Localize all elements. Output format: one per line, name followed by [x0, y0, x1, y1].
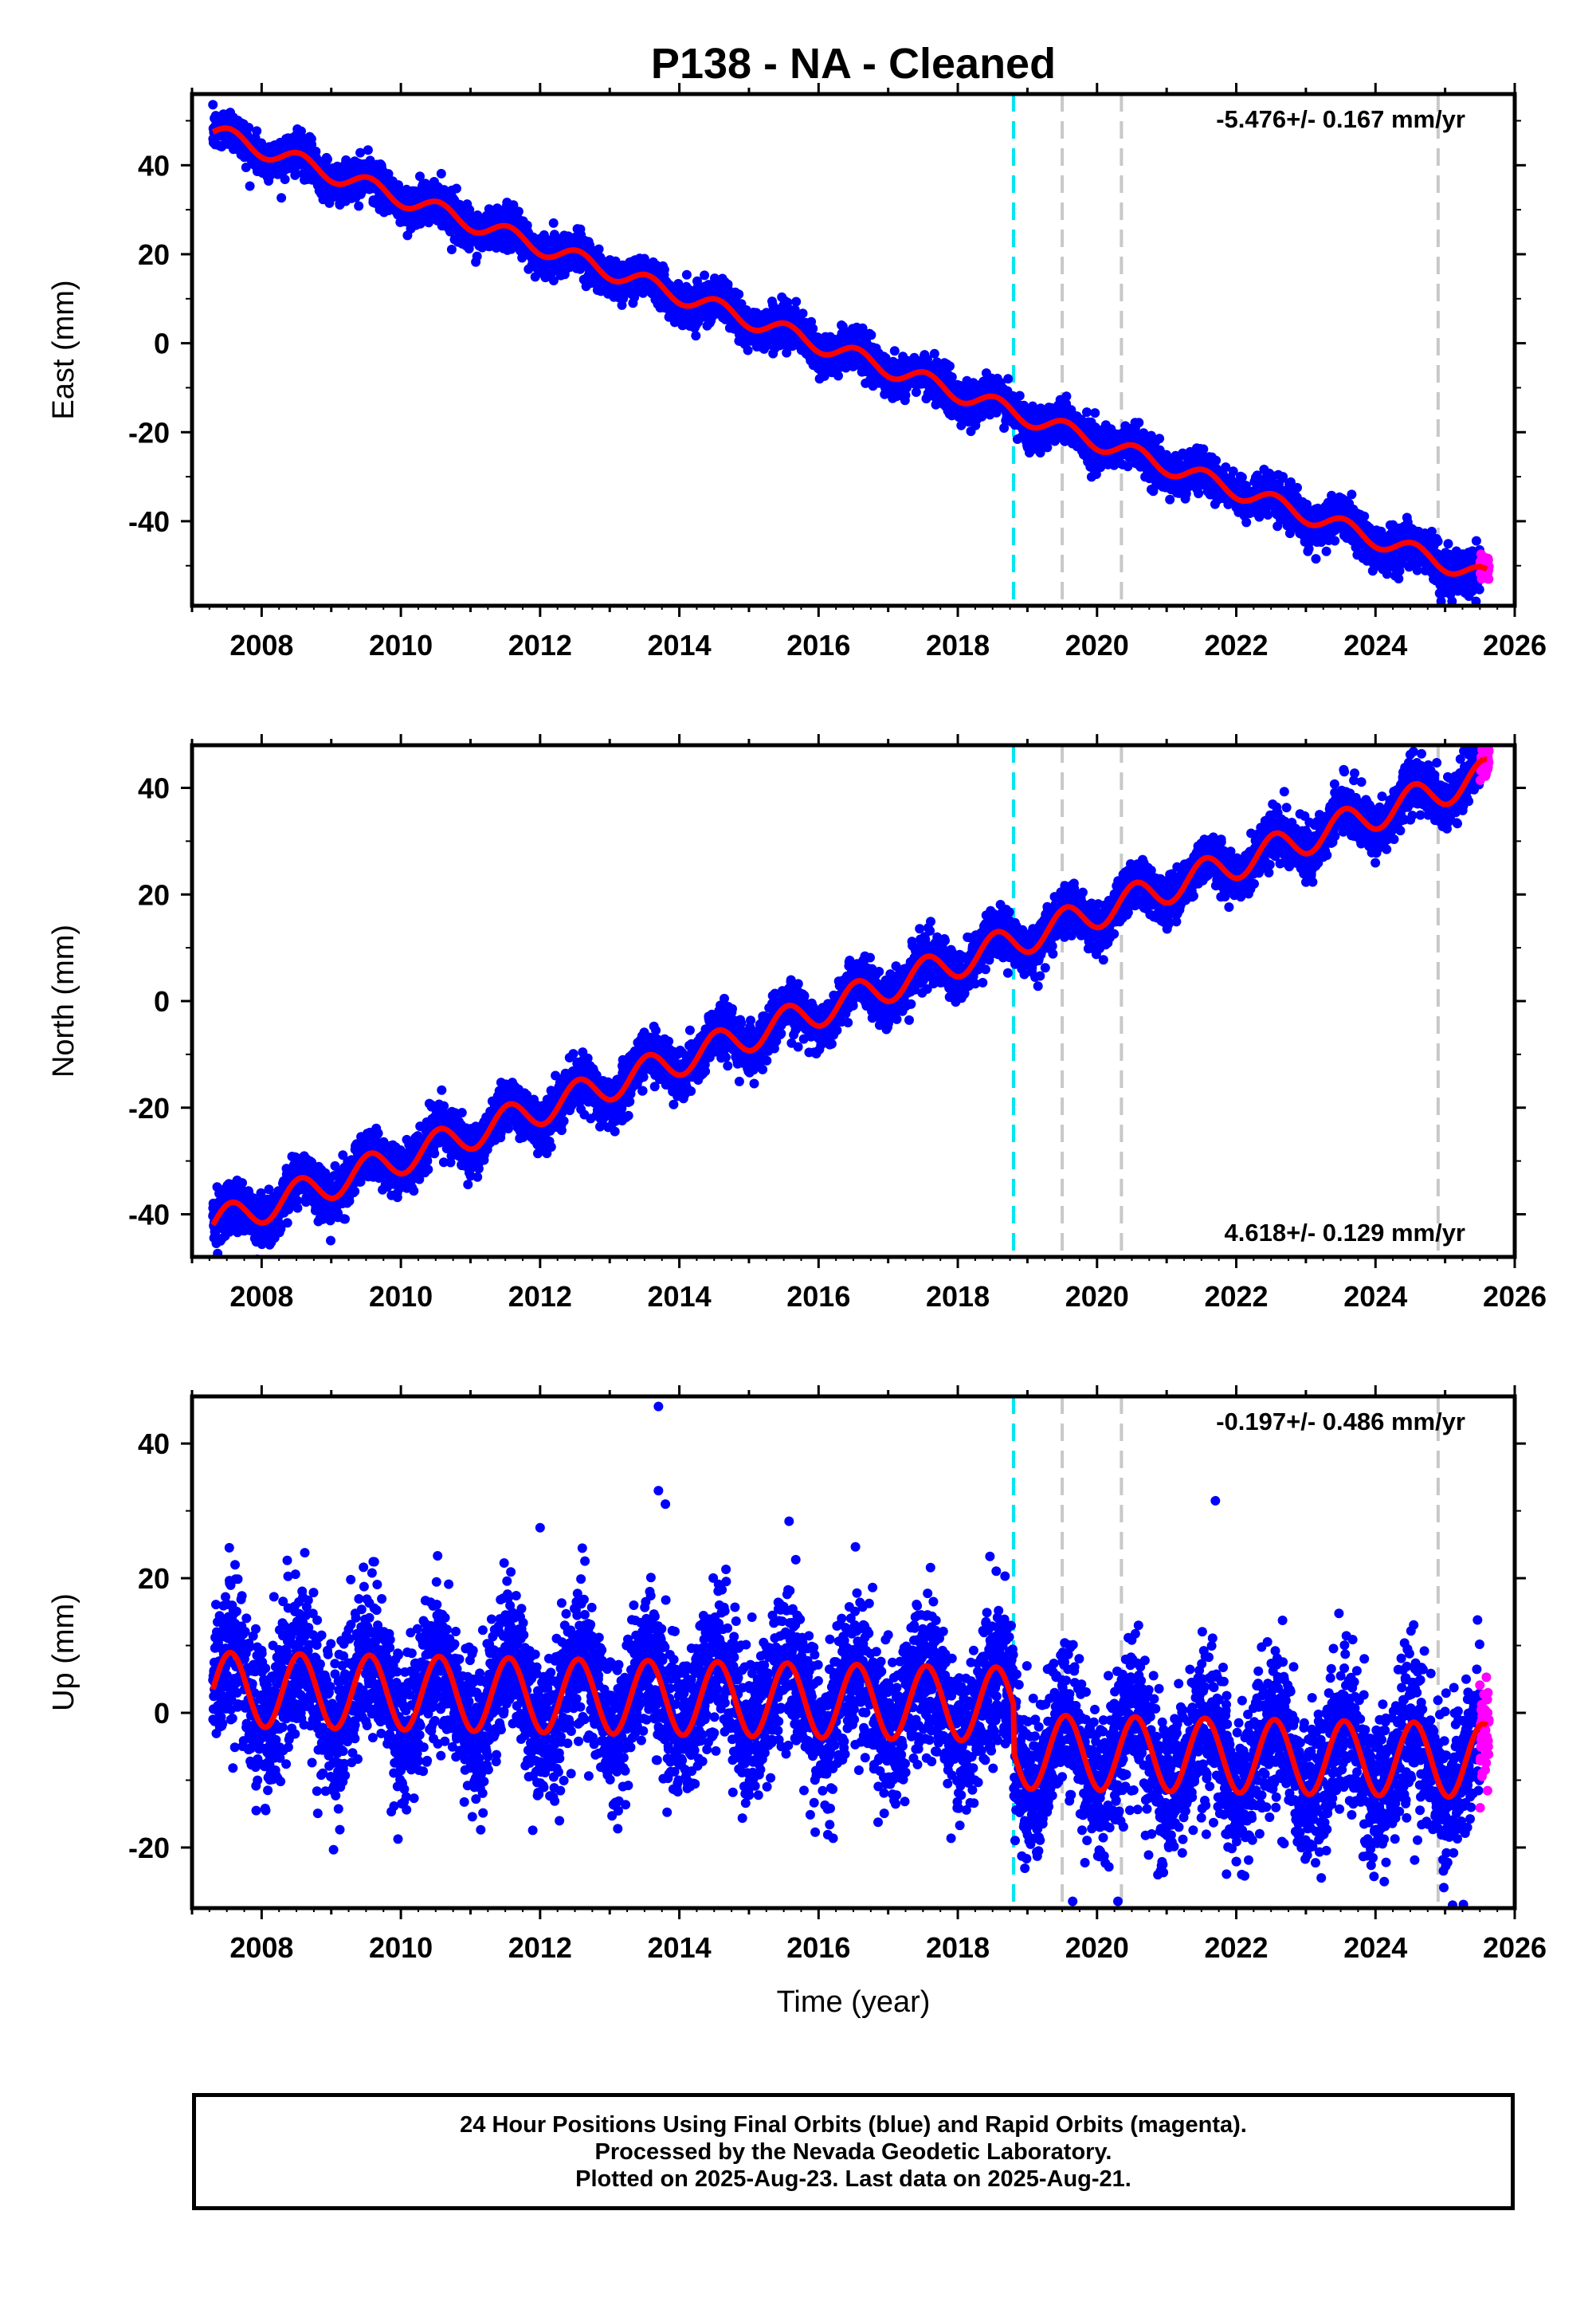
data-point: [1090, 408, 1100, 418]
data-point: [323, 154, 332, 164]
data-point: [244, 123, 254, 133]
data-point: [436, 168, 446, 179]
data-point: [1014, 391, 1025, 401]
data-point: [355, 147, 366, 158]
data-point: [691, 331, 701, 341]
data-point: [451, 183, 461, 194]
data-point: [241, 163, 251, 172]
data-point: [383, 169, 394, 179]
data-point: [1155, 434, 1165, 444]
data-point: [513, 206, 524, 217]
data-point: [363, 145, 373, 155]
data-point: [889, 346, 900, 356]
data-point: [415, 171, 425, 182]
data-point: [723, 279, 733, 289]
data-point: [798, 308, 808, 319]
data-point: [1042, 442, 1053, 453]
data-point: [307, 139, 317, 150]
data-point: [415, 218, 425, 229]
data-point: [1061, 391, 1072, 402]
data-point: [1003, 374, 1014, 384]
data-point: [290, 170, 300, 180]
data-point: [929, 348, 939, 359]
data-point: [548, 218, 559, 228]
final-orbit-points: [208, 100, 1485, 606]
data-point: [208, 100, 218, 110]
data-point: [791, 296, 802, 307]
plot-area-1: [208, 94, 1494, 606]
data-point: [808, 324, 818, 334]
data-point: [866, 330, 876, 340]
data-point: [945, 361, 955, 371]
data-point: [446, 245, 457, 254]
data-point: [1134, 418, 1144, 428]
data-point: [681, 269, 692, 280]
data-point: [472, 251, 482, 261]
data-point: [833, 371, 843, 381]
data-point: [252, 126, 262, 136]
data-point: [700, 270, 710, 281]
data-point: [245, 181, 255, 191]
data-point: [280, 175, 290, 184]
data-point: [743, 345, 753, 355]
chart-panel-1: 2008 2010 2012 2014 2016 2018 2020 2022 2024 2026…: [47, 40, 1547, 662]
data-point: [1082, 407, 1092, 418]
data-point: [354, 201, 364, 211]
data-point: [659, 265, 669, 275]
data-point: [734, 289, 744, 300]
data-point: [276, 193, 287, 203]
